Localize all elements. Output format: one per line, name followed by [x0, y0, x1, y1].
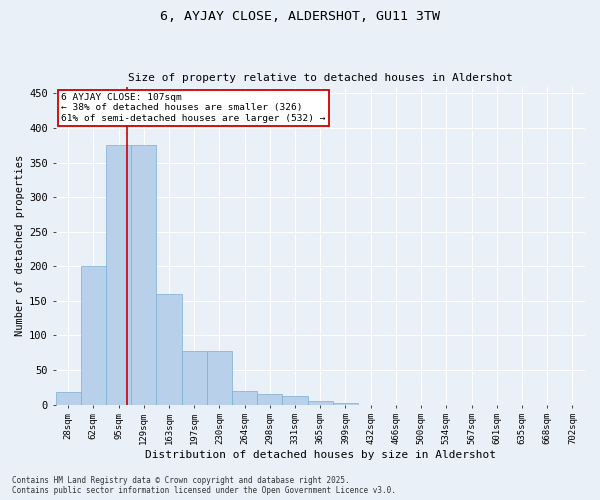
X-axis label: Distribution of detached houses by size in Aldershot: Distribution of detached houses by size … [145, 450, 496, 460]
Bar [207, 350, 232, 405]
Bar [232, 390, 257, 404]
Bar [333, 403, 358, 404]
Bar [308, 401, 333, 404]
Text: 6, AYJAY CLOSE, ALDERSHOT, GU11 3TW: 6, AYJAY CLOSE, ALDERSHOT, GU11 3TW [160, 10, 440, 23]
Bar [283, 396, 308, 404]
Bar [157, 294, 182, 405]
Bar [106, 146, 131, 404]
Bar [257, 394, 283, 404]
Bar [56, 392, 81, 404]
Bar [131, 146, 157, 404]
Bar [81, 266, 106, 404]
Text: 6 AYJAY CLOSE: 107sqm
← 38% of detached houses are smaller (326)
61% of semi-det: 6 AYJAY CLOSE: 107sqm ← 38% of detached … [61, 93, 325, 122]
Text: Contains HM Land Registry data © Crown copyright and database right 2025.
Contai: Contains HM Land Registry data © Crown c… [12, 476, 396, 495]
Bar [182, 350, 207, 405]
Y-axis label: Number of detached properties: Number of detached properties [15, 155, 25, 336]
Title: Size of property relative to detached houses in Aldershot: Size of property relative to detached ho… [128, 73, 512, 83]
